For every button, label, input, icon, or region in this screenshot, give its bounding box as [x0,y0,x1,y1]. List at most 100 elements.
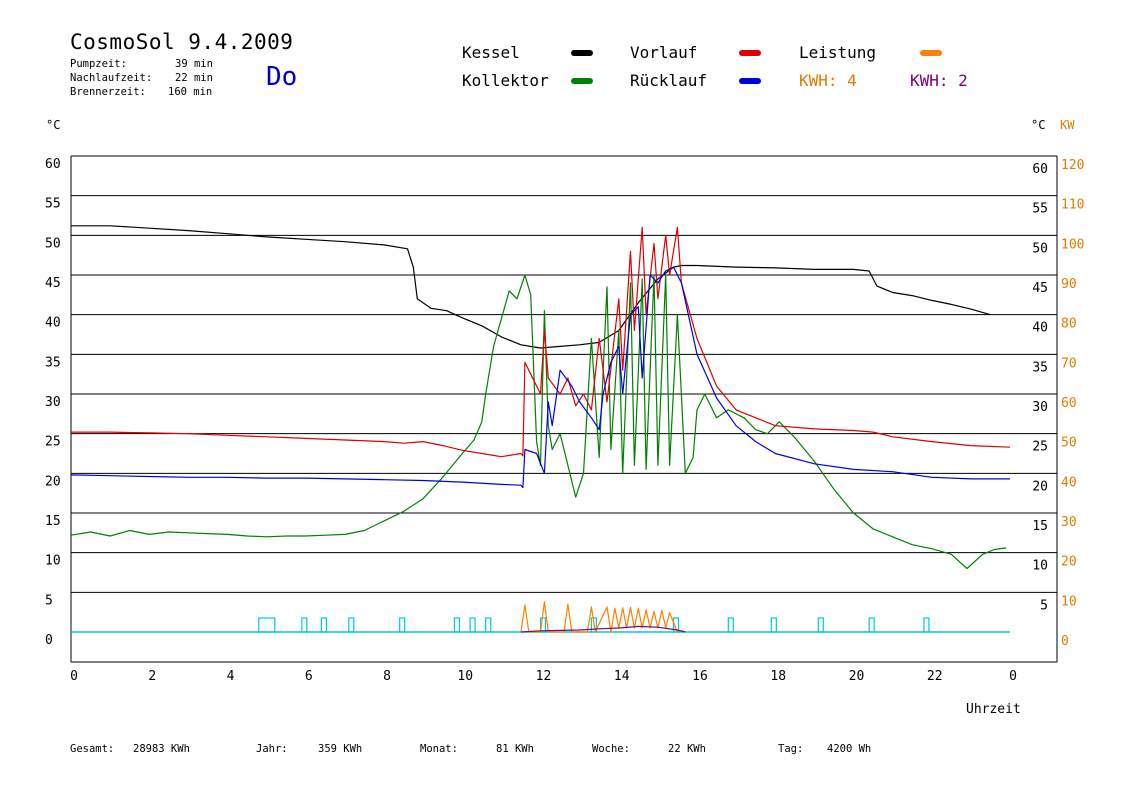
y-tick-label-right: 50 [1032,241,1048,256]
y2-tick-label: 20 [1061,555,1077,570]
x-tick-label: 14 [614,669,630,684]
pump-time-value: 39 min [175,58,213,70]
y-tick-label: 40 [45,316,61,331]
footer-day-label: Tag: [778,743,804,755]
series-line-leistung [520,601,678,633]
footer-month-value: 81 KWh [496,743,534,755]
legend-swatch-ruecklauf [739,78,761,84]
y-tick-label-right: 30 [1032,400,1048,415]
y-tick-label: 50 [45,236,61,251]
x-axis-label: Uhrzeit [966,702,1021,717]
pump-marker [817,617,824,633]
series-line-vorlauf [71,226,1011,458]
after-run-time-label: Nachlaufzeit: [70,72,153,84]
y2-tick-label: 90 [1061,277,1077,292]
series-line-rcklauf [70,266,1010,489]
legend-label-kollektor: Kollektor [462,71,549,90]
series-line-kollektor [70,274,1007,570]
y-tick-label-right: 20 [1032,479,1048,494]
y2-axis-unit: KW [1060,118,1075,132]
legend-label-leistung: Leistung [799,43,877,62]
x-tick-label: 10 [457,669,473,684]
y2-tick-label: 100 [1061,237,1084,252]
x-tick-label: 0 [70,669,78,684]
legend-swatch-kollektor [571,78,593,84]
footer-day-value: 4200 Wh [827,743,872,755]
kwh-solar: KWH: 4 [799,71,857,90]
x-tick-label: 6 [305,669,313,684]
pump-marker [348,617,355,633]
y-tick-label-right: 15 [1032,519,1048,534]
pump-marker [770,617,777,633]
y-tick-label: 20 [45,474,61,489]
pump-marker [320,617,327,633]
pump-marker [453,617,461,633]
pump-marker [399,617,406,633]
footer-month-label: Monat: [420,743,458,755]
y2-tick-label: 10 [1061,594,1077,609]
after-run-time-value: 22 min [175,72,213,84]
y2-tick-label: 0 [1061,634,1069,649]
y-tick-label: 15 [45,514,61,529]
legend-label-ruecklauf: Rücklauf [630,71,708,90]
y-tick-label-right: 45 [1032,281,1048,296]
footer-week-label: Woche: [592,743,630,755]
y-axis-unit-right: °C [1031,118,1046,132]
pump-marker [727,617,734,633]
y2-tick-label: 80 [1061,317,1077,332]
pump-marker [469,617,476,633]
y-tick-label: 10 [45,554,61,569]
y2-tick-label: 30 [1061,515,1077,530]
pump-marker [258,617,276,633]
pump-marker [868,617,875,633]
series-line-kessel [71,225,991,349]
y-tick-label: 55 [45,197,61,212]
y-tick-label: 30 [45,395,61,410]
y-tick-label-right: 35 [1032,360,1048,375]
y-tick-label-right: 40 [1032,321,1048,336]
x-tick-label: 0 [1009,669,1017,684]
footer-year-label: Jahr: [256,743,288,755]
footer-week-value: 22 KWh [668,743,706,755]
kwh-burner: KWH: 2 [910,71,968,90]
chart-title: CosmoSol 9.4.2009 [70,30,294,54]
legend-swatch-leistung [920,50,942,56]
pump-marker [539,617,547,633]
pump-marker [485,617,492,633]
y2-tick-label: 40 [1061,475,1077,490]
y-tick-label: 5 [45,593,53,608]
footer-total-label: Gesamt: [70,743,115,755]
y-tick-label-right: 10 [1032,559,1048,574]
x-tick-label: 12 [536,669,552,684]
x-tick-label: 16 [692,669,708,684]
y2-tick-label: 120 [1061,158,1084,173]
x-tick-label: 4 [227,669,235,684]
burner-time-value: 160 min [168,86,213,98]
x-tick-label: 8 [383,669,391,684]
footer-total-value: 28983 KWh [133,743,190,755]
legend-swatch-kessel [571,50,593,56]
y-tick-label-right: 55 [1032,202,1048,217]
y-tick-label-right: 5 [1040,598,1048,613]
legend-swatch-vorlauf [739,50,761,56]
x-tick-label: 20 [849,669,865,684]
footer-year-value: 359 KWh [318,743,363,755]
pump-marker [301,617,308,633]
pump-marker [672,617,680,633]
y-axis-unit-left: °C [46,118,61,132]
weekday-label: Do [266,62,298,92]
y2-tick-label: 70 [1061,356,1077,371]
y-tick-label-right: 25 [1032,440,1048,455]
y-tick-label: 35 [45,355,61,370]
x-tick-label: 22 [927,669,943,684]
y-tick-label: 0 [45,633,53,648]
pump-time-label: Pumpzeit: [70,58,127,70]
y2-tick-label: 110 [1061,198,1084,213]
y-tick-label-right: 60 [1032,162,1048,177]
x-tick-label: 2 [148,669,156,684]
y2-tick-label: 60 [1061,396,1077,411]
legend-label-kessel: Kessel [462,43,520,62]
series-line-kwh [520,625,686,633]
burner-time-label: Brennerzeit: [70,86,146,98]
